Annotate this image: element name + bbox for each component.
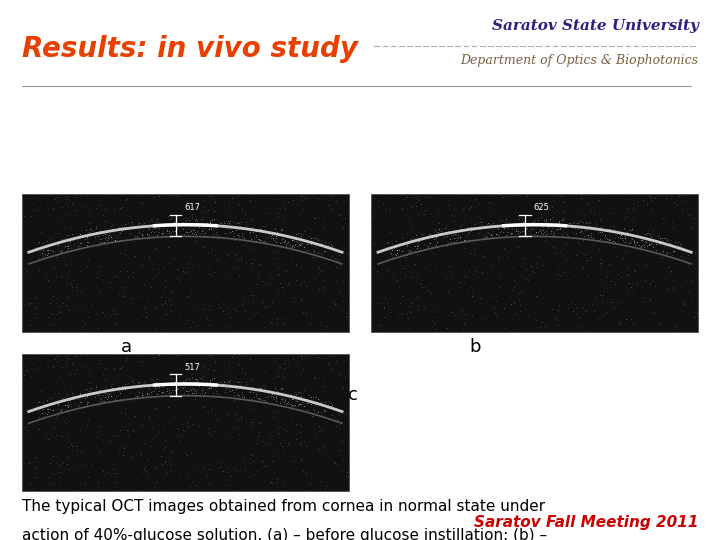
Text: 517: 517 [184,363,200,372]
Text: Saratov State University: Saratov State University [492,19,698,33]
Text: Results: in vivo study: Results: in vivo study [22,35,358,63]
Text: Saratov Fall Meeting 2011: Saratov Fall Meeting 2011 [474,515,698,530]
Bar [22,194,349,332]
Text: Department of Optics & Biophotonics: Department of Optics & Biophotonics [460,54,698,67]
Text: a: a [120,338,132,355]
Text: 625: 625 [534,204,549,212]
Text: c: c [348,386,358,404]
Bar [371,194,698,332]
Bar [22,354,349,491]
Text: 617: 617 [184,204,200,212]
Text: action of 40%-glucose solution. (a) – before glucose instillation; (b) –: action of 40%-glucose solution. (a) – be… [22,528,546,540]
Text: The typical OCT images obtained from cornea in normal state under: The typical OCT images obtained from cor… [22,500,545,515]
Text: b: b [469,338,481,355]
